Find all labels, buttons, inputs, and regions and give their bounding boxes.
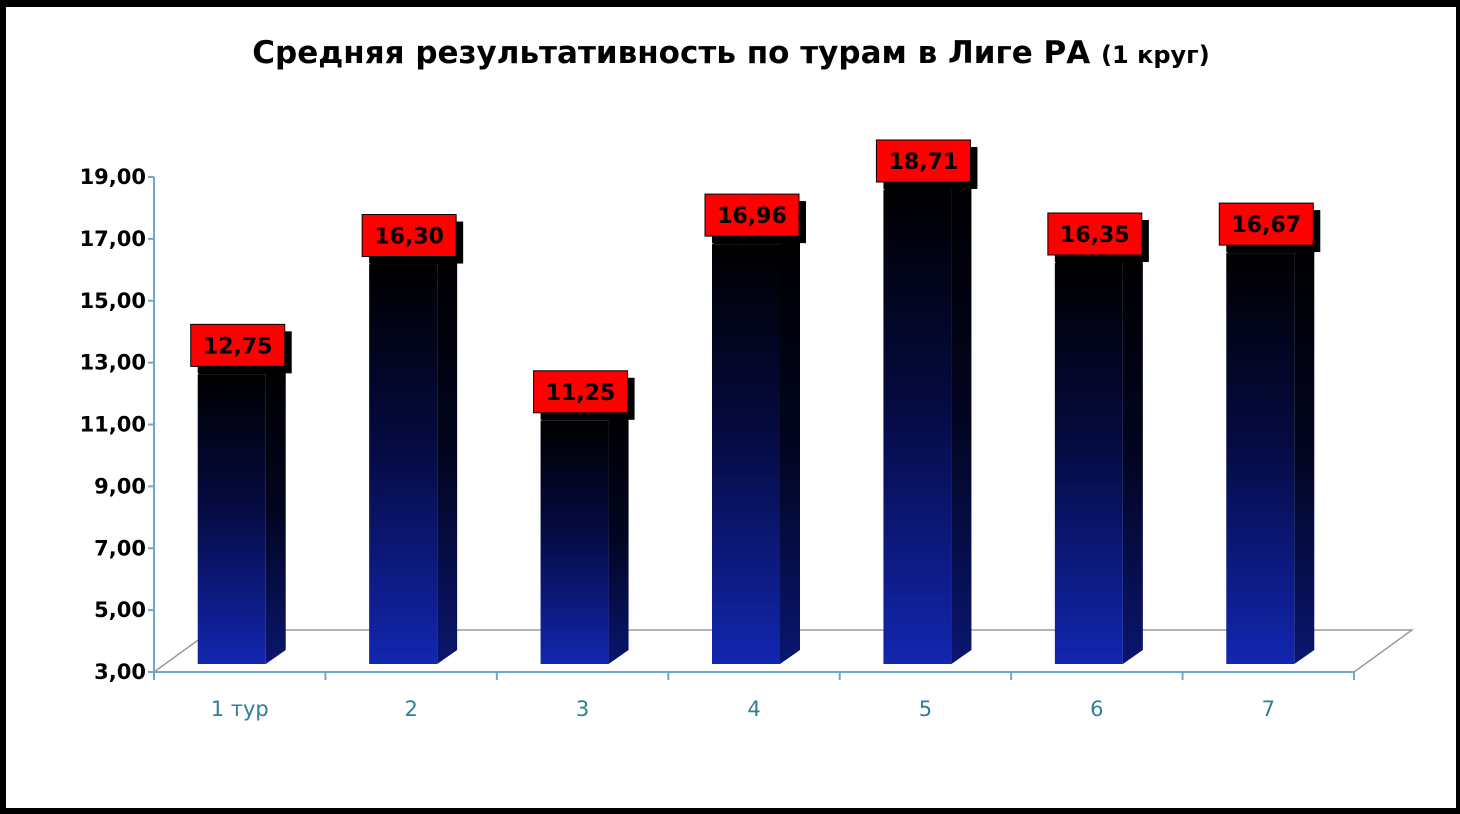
y-tick-label: 3,00: [94, 660, 146, 684]
bar: [197, 360, 286, 664]
y-tick-label: 7,00: [94, 536, 146, 560]
bar-side: [265, 360, 286, 664]
data-label-box: [190, 323, 286, 367]
chart-title-text: Средняя результативность по турам в Лиге…: [252, 35, 1091, 71]
data-labels: 12,75 16,30 11,25 16,96 18,71 16,35 16,67: [190, 139, 1321, 420]
data-label: 16,67: [1218, 202, 1321, 253]
data-label: 11,25: [533, 370, 635, 420]
bar-front: [197, 374, 266, 664]
data-label-box: [1047, 212, 1143, 256]
data-label-text: 18,71: [889, 150, 959, 175]
bar-front: [1054, 262, 1123, 664]
data-label-text: 16,96: [717, 204, 787, 229]
bar-side: [437, 250, 458, 664]
bar: [540, 406, 629, 664]
data-label: 16,30: [361, 214, 464, 264]
chart-title: Средняя результативность по турам в Лиге…: [6, 35, 1456, 71]
data-label-text: 16,67: [1231, 213, 1301, 238]
data-label: 12,75: [190, 323, 292, 374]
bar-front: [369, 264, 438, 664]
data-label-box: [875, 139, 971, 183]
bar-chart: 3,00 5,00 7,00 9,00 11,00 13,00 15,00 17,00 19,0…: [80, 139, 1415, 721]
data-label-box: [1218, 202, 1314, 246]
bars: [197, 175, 1315, 665]
data-label: 16,35: [1047, 212, 1149, 262]
bar-front: [540, 420, 609, 664]
x-tick-label: 1 тур: [211, 697, 269, 721]
bar-side: [1294, 239, 1315, 664]
data-label-box: [533, 370, 629, 414]
bar: [1054, 248, 1143, 664]
bar-side: [951, 175, 972, 665]
bar-front: [883, 189, 952, 665]
bar-side: [1122, 248, 1143, 664]
data-label: 16,96: [704, 193, 806, 244]
bar-front: [1226, 253, 1295, 664]
x-tick-label: 5: [919, 697, 932, 721]
bar-side: [780, 230, 800, 665]
y-tick-label: 19,00: [80, 165, 146, 189]
chart-subtitle: (1 круг): [1101, 41, 1210, 69]
chart-frame: Средняя результативность по турам в Лиге…: [6, 7, 1456, 808]
x-tick-label: 7: [1262, 697, 1275, 721]
x-tick-label: 4: [747, 697, 760, 721]
bar: [883, 175, 972, 665]
x-tick-label: 2: [404, 697, 417, 721]
y-tick-label: 11,00: [80, 413, 146, 437]
bar: [712, 230, 800, 665]
data-label-text: 16,30: [374, 225, 444, 250]
y-tick-label: 15,00: [80, 289, 146, 313]
y-tick-label: 5,00: [94, 598, 146, 622]
data-label-text: 16,35: [1060, 223, 1130, 248]
bar: [1226, 239, 1315, 664]
x-tick-label: 6: [1090, 697, 1103, 721]
y-tick-label: 17,00: [80, 227, 146, 251]
y-tick-label: 13,00: [80, 351, 146, 375]
axes: 3,00 5,00 7,00 9,00 11,00 13,00 15,00 17,00 19,0…: [80, 165, 1355, 721]
x-tick-label: 3: [576, 697, 589, 721]
data-label-text: 11,25: [546, 381, 616, 406]
data-label-box: [361, 214, 457, 258]
data-label: 18,71: [875, 139, 978, 189]
data-label-box: [704, 193, 800, 237]
data-label-text: 12,75: [203, 334, 273, 359]
bar: [369, 250, 458, 664]
bar-side: [608, 406, 629, 664]
y-tick-label: 9,00: [94, 474, 146, 498]
bar-front: [712, 244, 780, 665]
